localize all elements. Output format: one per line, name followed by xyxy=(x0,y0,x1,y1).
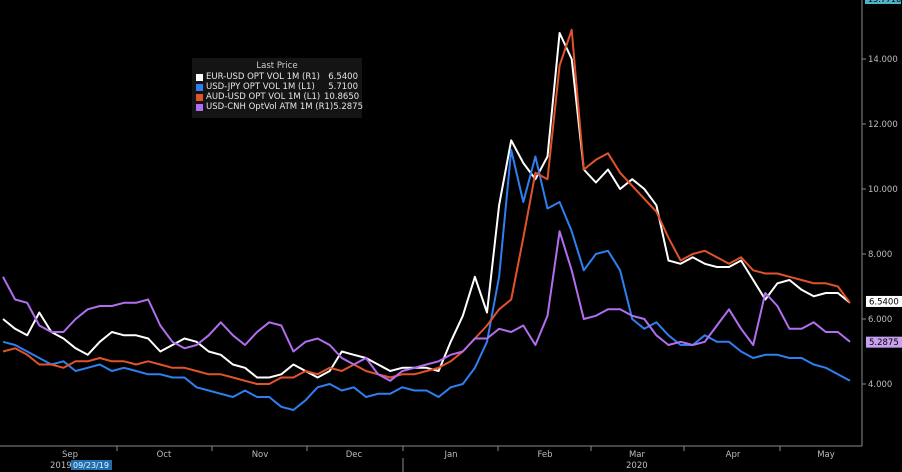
series-line-usd-cnh xyxy=(2,230,851,382)
last-value-badge xyxy=(866,295,902,307)
y-tick-label: 4.000 xyxy=(868,380,892,390)
y-axis: 4.000 6.000 8.000 10.000 12.000 14.000 15.7716 xyxy=(861,0,901,446)
date-badge-label: 09/23/19 xyxy=(73,461,109,470)
year-label: 2019 xyxy=(50,461,72,471)
legend-value: 6.5400 xyxy=(328,72,358,82)
x-month-label: Sep xyxy=(62,450,78,460)
legend-value: 10.8650 xyxy=(324,92,360,102)
year-label: 2020 xyxy=(626,461,648,471)
legend-entry-aud-usd: AUD-USD OPT VOL 1M (L1) 10.8650 xyxy=(196,92,360,102)
legend-entry-eur-usd: EUR-USD OPT VOL 1M (R1) 6.5400 xyxy=(196,72,358,82)
last-value-badges: 6.5400 5.2875 xyxy=(866,295,902,348)
x-month-label: Nov xyxy=(252,450,269,460)
legend-label: USD-JPY OPT VOL 1M (L1) xyxy=(206,82,315,92)
x-month-label: Dec xyxy=(346,450,363,460)
last-value-label: 6.5400 xyxy=(869,297,899,307)
date-badge xyxy=(71,460,112,470)
x-month-label: Jan xyxy=(443,450,457,460)
last-value-badge xyxy=(866,336,902,348)
y-tick-label: 14.000 xyxy=(868,55,898,65)
y-top-badge xyxy=(865,0,901,4)
legend-entry-usd-jpy: USD-JPY OPT VOL 1M (L1) 5.7100 xyxy=(196,82,358,92)
legend-value: 5.7100 xyxy=(328,82,358,92)
series-line-eur-usd xyxy=(2,32,851,379)
y-tick-label: 10.000 xyxy=(868,185,898,195)
y-top-label: 15.7716 xyxy=(868,0,901,4)
x-month-label: Oct xyxy=(157,450,172,460)
x-month-label: Apr xyxy=(726,450,741,460)
legend-swatch xyxy=(196,93,203,101)
legend-swatch xyxy=(196,73,203,81)
legend-label: AUD-USD OPT VOL 1M (L1) xyxy=(206,92,321,102)
legend-value: 5.2875 xyxy=(333,102,363,112)
y-tick-label: 12.000 xyxy=(868,120,898,130)
legend-swatch xyxy=(196,103,203,111)
x-month-label: Mar xyxy=(629,450,646,460)
x-month-label: Feb xyxy=(537,450,552,460)
legend-swatch xyxy=(196,83,203,91)
last-value-label: 5.2875 xyxy=(869,338,899,348)
legend-label: EUR-USD OPT VOL 1M (R1) xyxy=(206,72,320,82)
legend-entry-usd-cnh: USD-CNH OptVol ATM 1M (R1) 5.2875 xyxy=(196,102,363,112)
y-tick-label: 6.000 xyxy=(868,315,892,325)
legend: Last Price EUR-USD OPT VOL 1M (R1) 6.540… xyxy=(192,58,363,118)
series-line-aud-usd xyxy=(2,28,851,385)
x-month-label: May xyxy=(817,450,835,460)
legend-title: Last Price xyxy=(256,61,298,71)
legend-label: USD-CNH OptVol ATM 1M (R1) xyxy=(206,102,334,112)
plot-area xyxy=(2,28,851,411)
x-axis: Sep Oct Nov Dec Jan Feb Mar Apr May 2019 2020 09/23… xyxy=(0,445,862,472)
y-tick-label: 8.000 xyxy=(868,250,892,260)
